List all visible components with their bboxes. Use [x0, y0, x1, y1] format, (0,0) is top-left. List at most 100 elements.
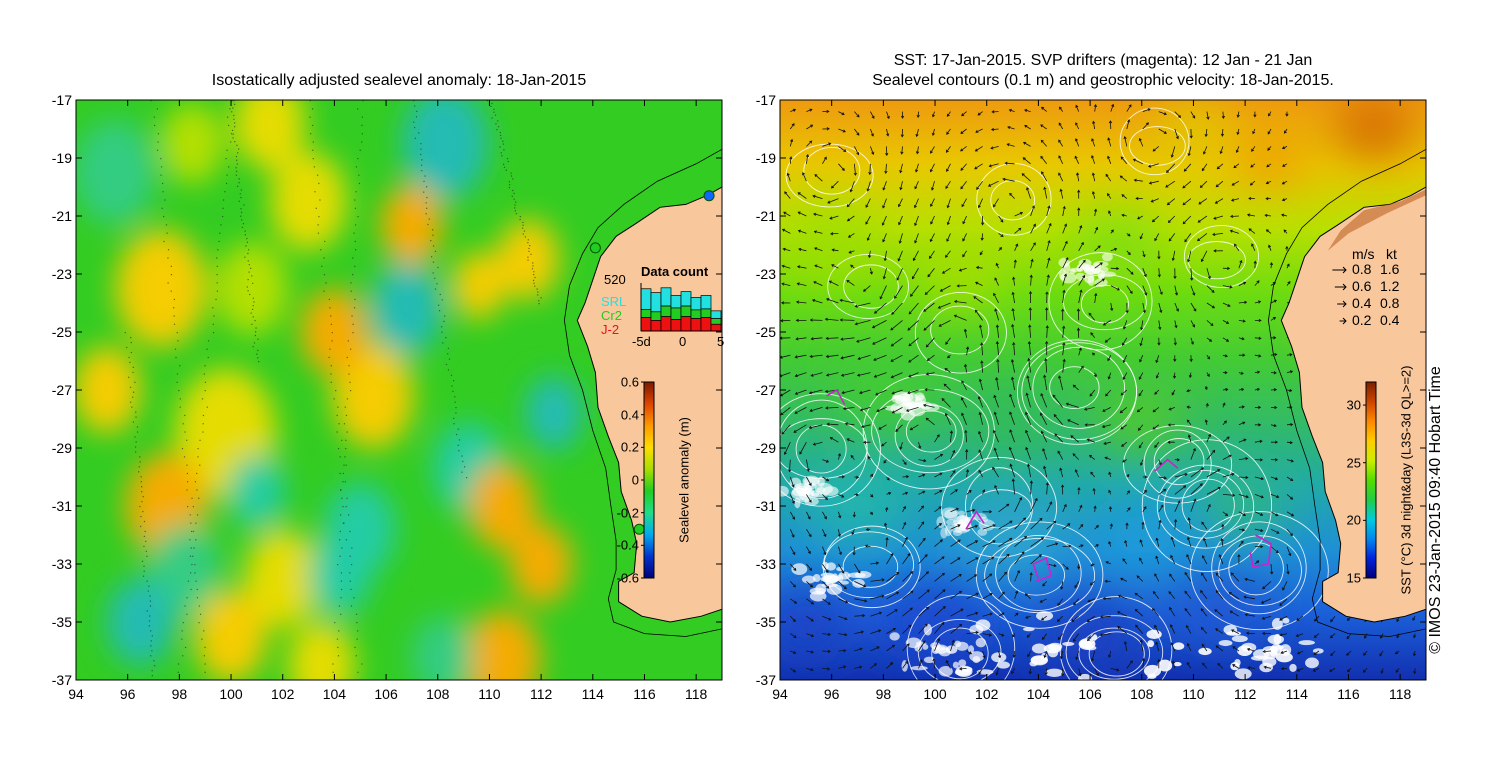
right-lon-tick-label: 118	[1388, 686, 1412, 702]
left-lon-tick-label: 94	[68, 686, 84, 702]
velocity-legend-arrows	[1332, 266, 1347, 325]
j2-bar	[660, 316, 672, 332]
cr2-bar	[690, 309, 702, 319]
data-count-xtick-1: 0	[679, 334, 687, 349]
svp-drifter-tracks	[826, 388, 1272, 583]
sla-colorbar-tick: -0.2	[616, 505, 639, 521]
left-lon-tick-label: 104	[322, 686, 347, 702]
sst-colorbar	[1365, 381, 1377, 579]
shelf-contour	[563, 148, 722, 637]
right-map-title-line1: SST: 17-Jan-2015. SVP drifters (magenta)…	[893, 52, 1313, 69]
right-lat-tick-label: -25	[755, 324, 776, 340]
imos-credit: © IMOS 23-Jan-2015 09:40 Hobart Time	[1427, 366, 1444, 654]
cr2-bar	[660, 305, 672, 317]
velocity-kt-value: 0.4	[1380, 312, 1400, 328]
cr2-bar	[710, 318, 722, 325]
sla-colorbar-tick: -0.6	[616, 570, 639, 586]
velocity-ms-value: 0.2	[1352, 312, 1372, 328]
australia-land	[1280, 186, 1426, 623]
right-lat-tick-label: -19	[755, 150, 776, 166]
velocity-legend-arrow	[1334, 283, 1347, 291]
srl-bar	[710, 310, 722, 319]
cr2-bar	[640, 309, 652, 318]
cr2-bar	[700, 308, 712, 318]
left-lon-tick-label: 98	[171, 686, 188, 702]
right-lat-tick-label: -35	[755, 614, 776, 630]
sla-colorbar-tick: 0.6	[620, 374, 639, 390]
right-lat-tick-label: -33	[755, 556, 776, 572]
sla-anomaly-field	[76, 100, 583, 680]
srl-bar	[670, 295, 682, 309]
right-lon-tick-label: 104	[1026, 686, 1051, 702]
nw-land-sst-overlay	[1327, 189, 1426, 251]
legend-srl: SRL	[601, 294, 627, 309]
right-lat-tick-label: -21	[755, 208, 776, 224]
right-lat-tick-label: -23	[755, 266, 776, 282]
left-lat-tick-label: -21	[51, 208, 72, 224]
j2-bar	[700, 317, 712, 332]
left-lon-tick-label: 106	[374, 686, 398, 702]
srl-bar	[700, 295, 712, 310]
srl-bar	[690, 297, 702, 311]
right-lon-tick-label: 100	[923, 686, 947, 702]
data-count-max: 520	[604, 272, 626, 287]
right-map	[780, 100, 1426, 680]
right-lat-tick-label: -27	[755, 382, 776, 398]
left-lat-tick-label: -17	[51, 92, 72, 108]
right-lon-tick-label: 106	[1078, 686, 1102, 702]
left-lon-tick-label: 110	[478, 686, 501, 702]
left-lat-tick-label: -27	[51, 382, 72, 398]
j2-bar	[670, 319, 682, 332]
left-lat-tick-label: -35	[51, 614, 72, 630]
right-lat-tick-label: -29	[755, 440, 776, 456]
sla-colorbar	[643, 381, 655, 579]
j2-bar	[710, 323, 722, 332]
velocity-legend-arrow	[1339, 317, 1347, 325]
sealevel-contours	[780, 107, 1329, 680]
cr2-bar	[670, 307, 682, 320]
left-lat-tick-label: -29	[51, 440, 72, 456]
left-lon-tick-label: 108	[426, 686, 450, 702]
j2-bar	[690, 318, 702, 332]
data-count-xtick-0: -5d	[632, 334, 651, 349]
left-lon-tick-label: 112	[529, 686, 553, 702]
right-lon-tick-label: 102	[975, 686, 999, 702]
velocity-header-ms: m/s	[1352, 246, 1375, 262]
left-map	[76, 100, 722, 680]
sst-colorbar-tick: 25	[1346, 455, 1361, 471]
axis-tick-marks	[75, 99, 1426, 681]
srl-bar	[680, 291, 692, 307]
right-lon-tick-label: 110	[1182, 686, 1205, 702]
right-map-title-line2: Sealevel contours (0.1 m) and geostrophi…	[872, 72, 1334, 89]
j2-bar	[650, 320, 662, 332]
srl-bar	[660, 287, 672, 307]
velocity-header-kt: kt	[1386, 246, 1397, 262]
left-lat-tick-label: -23	[51, 266, 72, 282]
left-lon-tick-label: 118	[684, 686, 708, 702]
velocity-legend-arrow	[1337, 300, 1347, 308]
left-lat-tick-label: -31	[51, 498, 72, 514]
shelf-contour	[1267, 148, 1426, 637]
left-lon-tick-label: 100	[219, 686, 243, 702]
sla-colorbar-label: Sealevel anomaly (m)	[676, 417, 692, 543]
srl-bar	[640, 288, 652, 310]
cr2-bar	[650, 311, 662, 321]
sst-colorbar-tick: 30	[1346, 397, 1361, 413]
left-lon-tick-label: 116	[633, 686, 656, 702]
velocity-ms-value: 0.4	[1352, 295, 1372, 311]
left-lat-tick-label: -33	[51, 556, 72, 572]
right-lon-tick-label: 98	[875, 686, 892, 702]
right-lon-tick-label: 112	[1233, 686, 1257, 702]
sla-track-points	[124, 100, 542, 677]
left-lon-tick-label: 114	[581, 686, 604, 702]
left-map-title: Isostatically adjusted sealevel anomaly:…	[211, 72, 587, 89]
sla-colorbar-tick: 0.4	[620, 407, 639, 423]
sla-colorbar-tick: 0.2	[620, 439, 639, 455]
left-lat-tick-label: -19	[51, 150, 72, 166]
sst-colorbar-label: SST (°C) 3d night&day (L3S-3d QL>=2)	[1398, 365, 1414, 595]
colorbar-tick-marks	[641, 381, 1366, 579]
velocity-kt-value: 1.6	[1380, 261, 1400, 277]
velocity-legend-arrow	[1332, 266, 1347, 274]
sst-colorbar-tick: 15	[1346, 570, 1361, 586]
